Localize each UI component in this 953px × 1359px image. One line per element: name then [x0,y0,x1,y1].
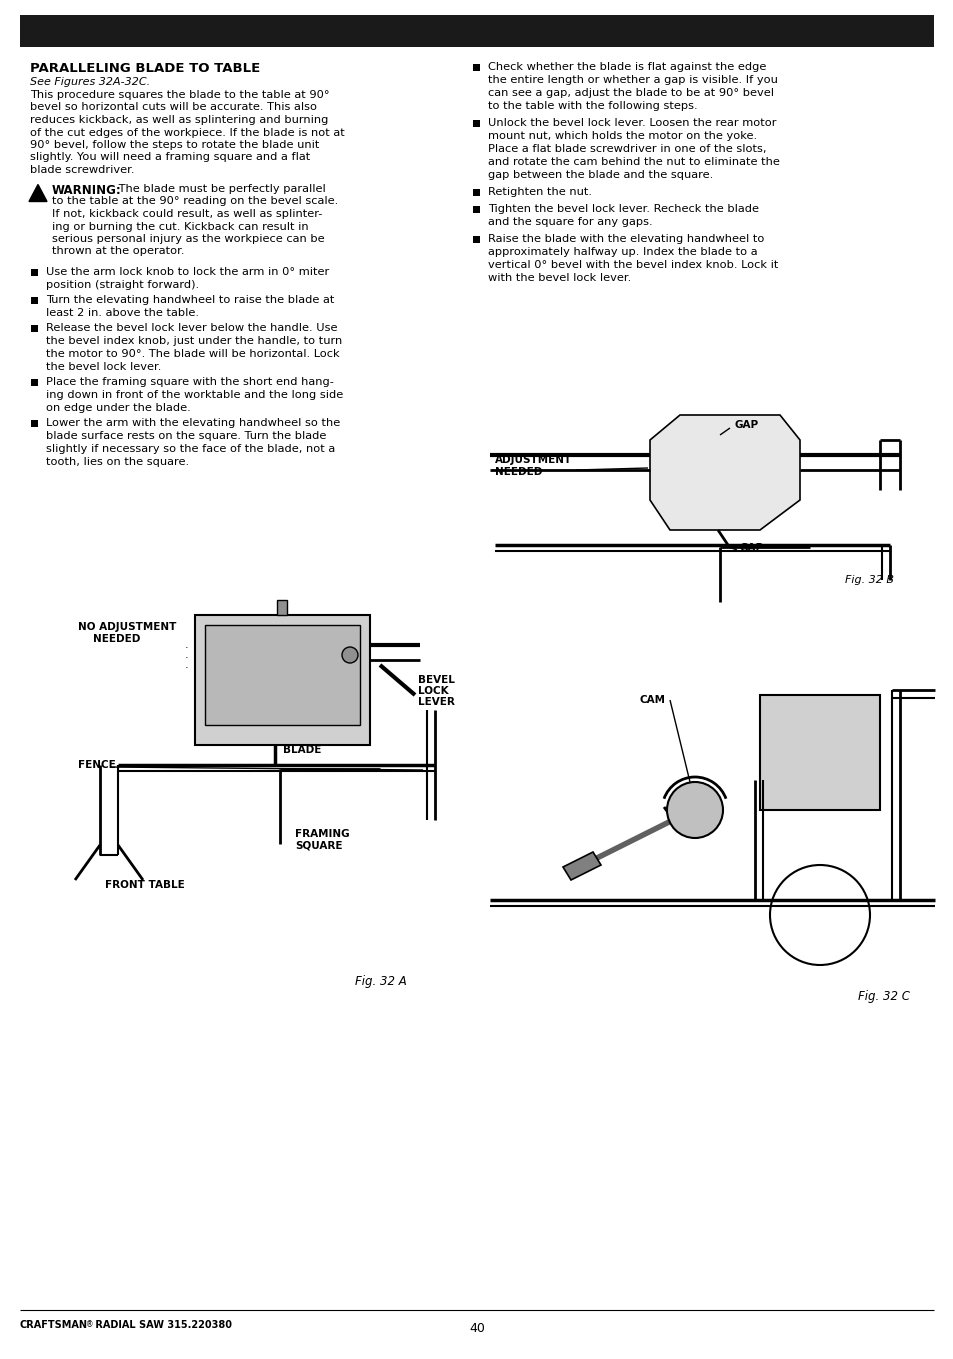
Text: Release the bevel lock lever below the handle. Use: Release the bevel lock lever below the h… [46,323,337,333]
Text: FRAMING: FRAMING [294,829,349,839]
Text: of the cut edges of the workpiece. If the blade is not at: of the cut edges of the workpiece. If th… [30,128,344,137]
Bar [30,325,38,332]
Text: LOCK: LOCK [417,686,448,696]
Text: FRONT TABLE: FRONT TABLE [105,881,185,890]
Text: mount nut, which holds the motor on the yoke.: mount nut, which holds the motor on the … [488,130,757,141]
Text: Check whether the blade is flat against the edge: Check whether the blade is flat against … [488,63,765,72]
Polygon shape [29,185,47,201]
Bar [20,15,933,48]
Text: and rotate the cam behind the nut to eliminate the: and rotate the cam behind the nut to eli… [488,158,779,167]
Text: the motor to 90°. The blade will be horizontal. Lock: the motor to 90°. The blade will be hori… [46,349,339,359]
Text: .: . [185,650,189,660]
Text: the bevel index knob, just under the handle, to turn: the bevel index knob, just under the han… [46,336,342,347]
Bar [30,298,38,304]
Text: vertical 0° bevel with the bevel index knob. Lock it: vertical 0° bevel with the bevel index k… [488,260,778,270]
Bar [473,189,479,196]
Text: Retighten the nut.: Retighten the nut. [488,188,592,197]
Text: to the table at the 90° reading on the bevel scale.: to the table at the 90° reading on the b… [52,197,338,207]
Text: tooth, lies on the square.: tooth, lies on the square. [46,457,189,467]
Bar [205,625,359,724]
Bar [473,236,479,243]
Text: with the bevel lock lever.: with the bevel lock lever. [488,273,631,283]
Text: CAM: CAM [639,694,665,705]
Text: .: . [185,640,189,650]
Text: reduces kickback, as well as splintering and burning: reduces kickback, as well as splintering… [30,116,328,125]
Text: bevel so horizontal cuts will be accurate. This also: bevel so horizontal cuts will be accurat… [30,102,316,113]
Text: and the square for any gaps.: and the square for any gaps. [488,217,652,227]
Text: FENCE: FENCE [78,760,115,771]
Text: serious personal injury as the workpiece can be: serious personal injury as the workpiece… [52,234,324,245]
Text: blade surface rests on the square. Turn the blade: blade surface rests on the square. Turn … [46,431,326,442]
Text: !: ! [35,186,40,197]
Text: can see a gap, adjust the blade to be at 90° bevel: can see a gap, adjust the blade to be at… [488,88,773,98]
Text: gap between the blade and the square.: gap between the blade and the square. [488,170,713,179]
Bar [30,379,38,386]
Text: LEVER: LEVER [417,697,455,707]
Text: NEEDED: NEEDED [92,635,140,644]
Text: ing down in front of the worktable and the long side: ing down in front of the worktable and t… [46,390,343,400]
Bar [473,120,479,126]
Text: This procedure squares the blade to the table at 90°: This procedure squares the blade to the … [30,90,330,101]
Bar [760,694,879,810]
Text: Place the framing square with the short end hang-: Place the framing square with the short … [46,376,334,387]
Text: WARNING:: WARNING: [52,183,122,197]
Text: .: . [185,660,189,670]
Bar [276,601,287,616]
Text: the bevel lock lever.: the bevel lock lever. [46,361,161,372]
Text: ®: ® [86,1320,93,1329]
Text: Fig. 32 B: Fig. 32 B [844,575,893,584]
Text: 40: 40 [469,1322,484,1335]
Text: ing or burning the cut. Kickback can result in: ing or burning the cut. Kickback can res… [52,222,309,231]
Text: 90° bevel, follow the steps to rotate the blade unit: 90° bevel, follow the steps to rotate th… [30,140,319,149]
Polygon shape [562,852,600,881]
Text: Raise the blade with the elevating handwheel to: Raise the blade with the elevating handw… [488,234,763,245]
Text: approximately halfway up. Index the blade to a: approximately halfway up. Index the blad… [488,247,757,257]
Text: least 2 in. above the table.: least 2 in. above the table. [46,308,199,318]
Bar [473,64,479,71]
Bar [30,269,38,276]
Bar [473,207,479,213]
Text: SQUARE: SQUARE [294,840,342,849]
Text: NEEDED: NEEDED [495,467,542,477]
Text: slightly if necessary so the face of the blade, not a: slightly if necessary so the face of the… [46,444,335,454]
Text: GAP: GAP [740,544,763,553]
Text: The blade must be perfectly parallel: The blade must be perfectly parallel [115,183,325,193]
Circle shape [341,647,357,663]
Text: BEVEL: BEVEL [417,675,455,685]
Text: slightly. You will need a framing square and a flat: slightly. You will need a framing square… [30,152,310,163]
Text: See Figures 32A-32C.: See Figures 32A-32C. [30,77,150,87]
Text: BLADE: BLADE [283,745,321,756]
Polygon shape [649,414,800,530]
Text: ADJUSTMENT: ADJUSTMENT [495,455,572,465]
Text: position (straight forward).: position (straight forward). [46,280,199,289]
Text: Tighten the bevel lock lever. Recheck the blade: Tighten the bevel lock lever. Recheck th… [488,204,759,213]
Bar [30,420,38,427]
Text: ADJUSTMENTS: ADJUSTMENTS [409,35,544,54]
Text: If not, kickback could result, as well as splinter-: If not, kickback could result, as well a… [52,209,322,219]
Bar [194,616,370,745]
Text: Turn the elevating handwheel to raise the blade at: Turn the elevating handwheel to raise th… [46,295,334,304]
Text: on edge under the blade.: on edge under the blade. [46,404,191,413]
Text: Fig. 32 C: Fig. 32 C [857,989,909,1003]
Text: Unlock the bevel lock lever. Loosen the rear motor: Unlock the bevel lock lever. Loosen the … [488,118,776,128]
Text: to the table with the following steps.: to the table with the following steps. [488,101,697,111]
Text: GAP: GAP [734,420,759,429]
Text: RADIAL SAW 315.220380: RADIAL SAW 315.220380 [91,1320,232,1330]
Text: blade screwdriver.: blade screwdriver. [30,164,134,175]
Text: CRAFTSMAN: CRAFTSMAN [20,1320,88,1330]
Text: Place a flat blade screwdriver in one of the slots,: Place a flat blade screwdriver in one of… [488,144,765,154]
Text: PARALLELING BLADE TO TABLE: PARALLELING BLADE TO TABLE [30,63,260,75]
Text: Lower the arm with the elevating handwheel so the: Lower the arm with the elevating handwhe… [46,419,340,428]
Text: thrown at the operator.: thrown at the operator. [52,246,184,257]
Text: Use the arm lock knob to lock the arm in 0° miter: Use the arm lock knob to lock the arm in… [46,266,329,277]
Text: NO ADJUSTMENT: NO ADJUSTMENT [78,622,176,632]
Circle shape [666,781,722,839]
Text: Fig. 32 A: Fig. 32 A [355,974,406,988]
Text: the entire length or whether a gap is visible. If you: the entire length or whether a gap is vi… [488,75,777,86]
